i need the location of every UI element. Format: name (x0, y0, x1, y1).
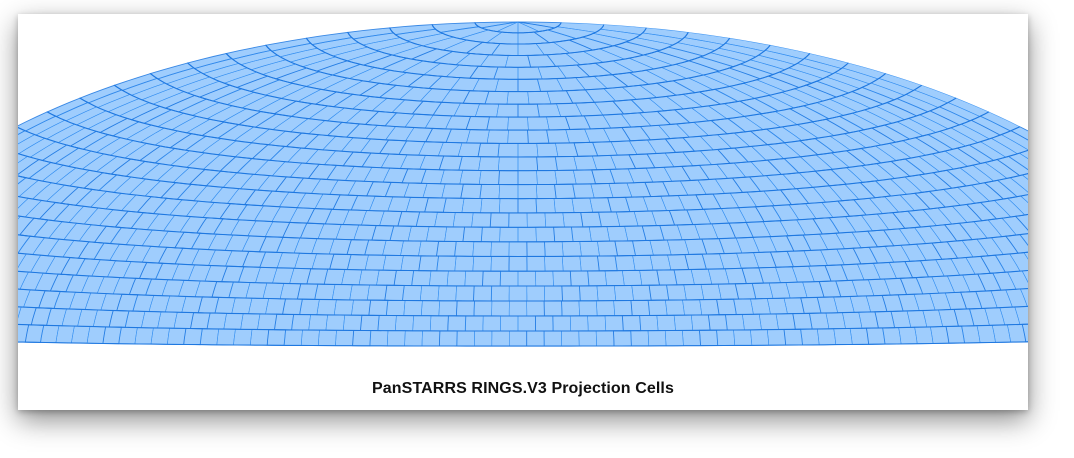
projection-cell (1018, 150, 1028, 159)
dec-ring-boundary (225, 53, 811, 105)
dec-ring-boundary (18, 172, 1028, 214)
projection-cell (1019, 288, 1028, 307)
projection-cell (1020, 194, 1028, 204)
dec-ring-boundary (18, 213, 1028, 243)
dec-ring-boundary (431, 24, 605, 45)
dec-ring-boundary (187, 62, 849, 118)
dec-ring-boundary (18, 305, 1028, 317)
cell-grid (18, 21, 1028, 347)
dec-ring-boundary (18, 233, 1028, 258)
projection-cell (1023, 251, 1028, 260)
dec-ring-boundary (18, 149, 1028, 200)
dec-ring-boundary (18, 251, 1028, 272)
dec-ring-boundary (18, 269, 1028, 287)
figure-frame: PanSTARRS RINGS.V3 Projection Cells (18, 14, 1028, 410)
dec-ring-boundary (389, 27, 647, 57)
dec-ring-boundary (18, 323, 1028, 332)
projection-cell (1021, 323, 1028, 343)
dec-ring-boundary (18, 126, 1021, 186)
projection-cell (1019, 233, 1028, 246)
dec-ring-boundary (347, 32, 689, 68)
dec-ring-boundary (150, 73, 886, 131)
projection-cell (1014, 306, 1028, 325)
dec-ring-boundary (18, 287, 1028, 302)
dec-ring-boundary (46, 111, 990, 172)
dec-ring-boundary (114, 84, 922, 144)
projection-cell (1021, 270, 1028, 283)
dec-ring-boundary (474, 22, 562, 34)
dec-ring-boundary (18, 194, 1028, 228)
dec-ring-boundary (18, 341, 1028, 347)
dec-ring-boundary (265, 44, 771, 93)
figure-title: PanSTARRS RINGS.V3 Projection Cells (372, 380, 674, 397)
projection-cell (1014, 214, 1028, 231)
dec-ring-boundary (79, 97, 957, 158)
dec-ring-boundary (305, 37, 731, 80)
projection-cell-map (18, 21, 1028, 347)
